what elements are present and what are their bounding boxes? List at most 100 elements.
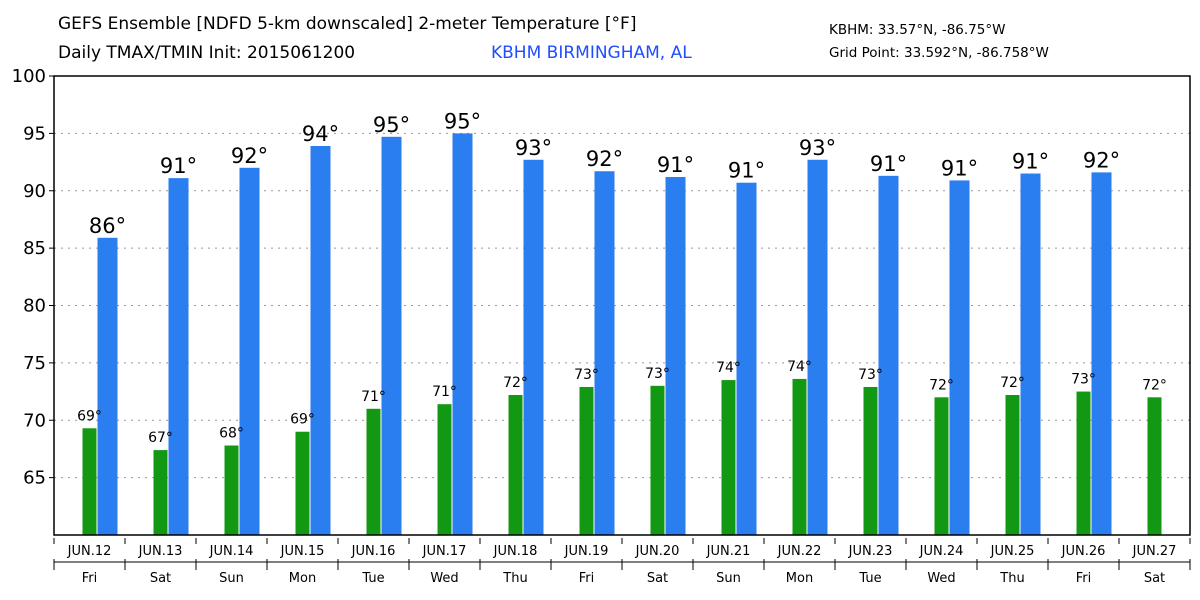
tmax-label: 92° [586,147,623,171]
tmax-label: 92° [231,144,268,168]
x-date-label: JUN.19 [564,544,609,559]
tmax-label: 91° [870,152,907,176]
tmax-label: 91° [1012,150,1049,174]
tmax-bar [523,159,544,535]
y-tick-label: 100 [12,66,46,87]
y-tick-label: 90 [23,181,46,202]
x-day-label: Sat [1144,571,1165,586]
chart-title: GEFS Ensemble [NDFD 5-km downscaled] 2-m… [58,14,637,34]
y-tick-label: 65 [23,468,46,489]
station-name: KBHM BIRMINGHAM, AL [491,43,692,63]
tmax-bar [97,237,118,536]
tmax-label: 91° [160,154,197,178]
tmax-bar [665,176,686,536]
x-date-label: JUN.12 [67,544,112,559]
tmin-label: 74° [787,359,812,375]
bars [82,133,1162,536]
y-tick-label: 80 [23,296,46,317]
tmin-label: 69° [77,408,102,424]
tmin-label: 72° [1000,375,1025,391]
tmax-label: 91° [728,159,765,183]
tmax-bar [168,178,189,535]
x-date-label: JUN.18 [493,544,538,559]
x-date-label: JUN.23 [848,544,893,559]
tmin-bar [295,431,310,535]
tmin-label: 72° [503,375,528,391]
x-day-label: Wed [430,571,458,586]
x-day-label: Mon [289,571,316,586]
tmax-bar [949,180,970,536]
tmin-label: 72° [929,377,954,393]
tmin-bar [1147,397,1162,535]
tmax-label: 95° [444,109,481,133]
y-axis: 65 70 75 80 85 90 95 100 [12,66,54,489]
tmin-label: 71° [361,389,386,405]
tmin-label: 73° [858,367,883,383]
tmin-label: 73° [1071,372,1096,388]
x-day-label: Fri [82,571,98,586]
x-day-label: Fri [579,571,595,586]
x-day-label: Thu [999,571,1024,586]
y-tick-label: 85 [23,238,46,259]
x-day-label: Sun [219,571,244,586]
tmin-label: 68° [219,425,244,441]
x-day-label: Fri [1076,571,1092,586]
tmax-bar [310,145,331,535]
tmin-bar [579,386,594,535]
x-date-label: JUN.17 [422,544,467,559]
tmax-label: 86° [89,214,126,238]
y-tick-label: 75 [23,353,46,374]
tmax-label: 93° [515,136,552,160]
x-day-label: Sat [150,571,171,586]
x-date-label: JUN.16 [351,544,396,559]
tmin-label: 73° [645,366,670,382]
tmin-bar [792,378,807,535]
tmin-label: 73° [574,367,599,383]
y-tick-label: 95 [23,123,46,144]
tmin-bar [1005,395,1020,535]
tmin-bar [721,380,736,535]
x-date-label: JUN.15 [280,544,325,559]
x-day-label: Mon [786,571,813,586]
tmax-label: 91° [941,156,978,180]
x-date-label: JUN.27 [1132,544,1177,559]
tmin-bar [437,404,452,535]
station-coordinates: KBHM: 33.57°N, -86.75°W [829,22,1006,38]
x-date-label: JUN.20 [635,544,680,559]
tmax-bar [1020,173,1041,535]
x-date-label: JUN.13 [138,544,183,559]
grid-point-coordinates: Grid Point: 33.592°N, -86.758°W [829,45,1049,61]
tmax-bar [239,167,260,536]
tmax-bar [594,171,615,535]
tmax-label: 94° [302,122,339,146]
tmin-bar [508,395,523,535]
x-day-label: Sun [716,571,741,586]
x-axis: JUN.12 Fri JUN.13 Sat JUN.14 Sun JUN.15 Mon JUN.… [53,538,1191,586]
tmin-label: 74° [716,360,741,376]
tmax-label: 93° [799,136,836,160]
tmin-bar [934,397,949,535]
tmin-bar [1076,391,1091,535]
tmin-bar [366,408,381,535]
x-day-label: Sat [647,571,668,586]
plot-frame [53,75,1191,536]
tmin-bar [650,385,665,535]
y-tick-label: 70 [23,410,46,431]
x-date-label: JUN.26 [1061,544,1106,559]
tmin-bar [82,428,97,535]
tmax-label: 95° [373,113,410,137]
tmin-label: 71° [432,384,457,400]
x-date-label: JUN.14 [209,544,254,559]
tmin-label: 72° [1142,377,1167,393]
tmin-bar [224,445,239,535]
x-day-label: Wed [927,571,955,586]
x-date-label: JUN.21 [706,544,751,559]
tmin-label: 69° [290,412,315,428]
tmax-bar [878,175,899,535]
tmax-label: 91° [657,153,694,177]
bar-labels: 69° 67° 68° 69° 71° 71° 72° 73° 73° 74° 74° 73° 72° 7… [77,109,1167,446]
tmax-label: 92° [1083,148,1120,172]
x-date-label: JUN.25 [990,544,1035,559]
tmax-bar [736,182,757,535]
